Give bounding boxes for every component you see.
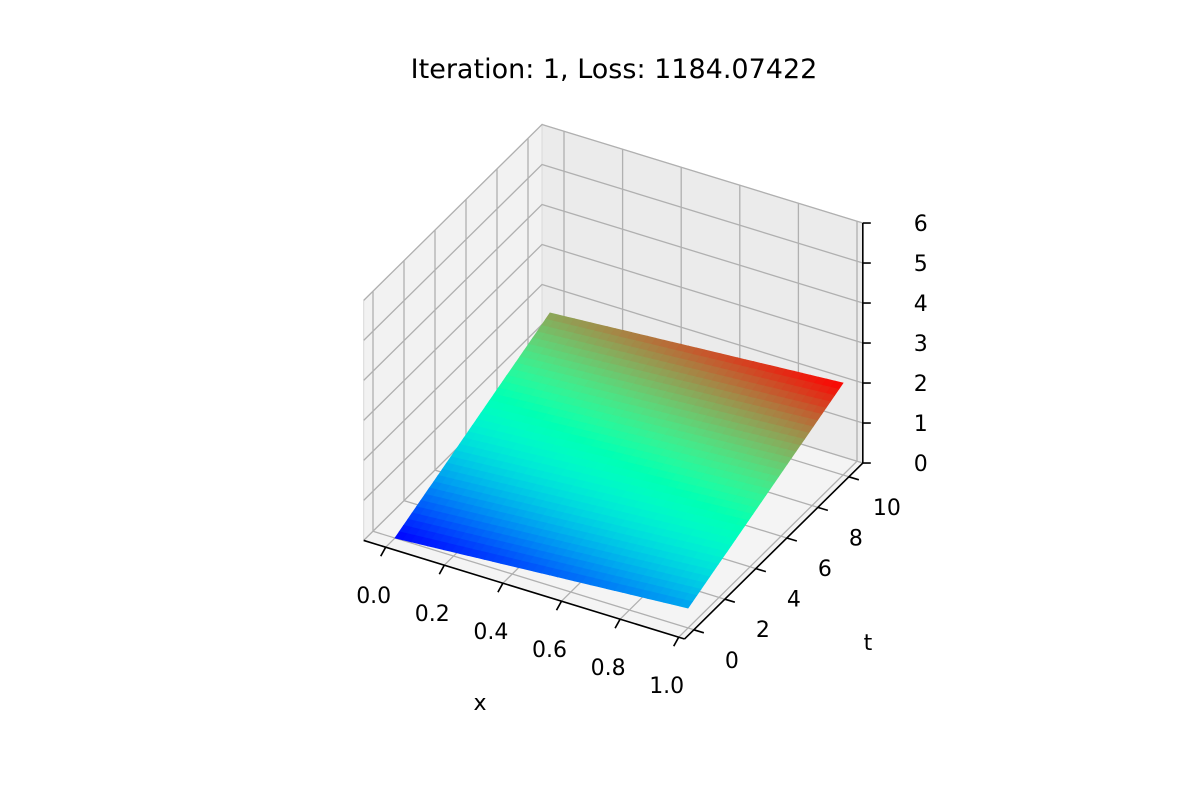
z-tick-label: 0 <box>914 452 928 477</box>
t-tick-mark <box>755 567 767 573</box>
surface <box>394 312 844 609</box>
x-tick-label: 1.0 <box>649 674 684 699</box>
t-tick-mark <box>693 629 705 634</box>
z-tick-label: 1 <box>914 412 928 437</box>
z-tick-label: 2 <box>914 372 928 397</box>
grid-line-z <box>363 243 863 421</box>
x-tick-mark <box>555 600 563 611</box>
x-tick-mark <box>380 546 387 557</box>
x-tick-label: 0.2 <box>415 602 450 627</box>
t-tick-label: 8 <box>849 526 863 551</box>
t-tick-label: 0 <box>725 649 739 674</box>
z-tick-label: 6 <box>914 212 928 237</box>
x-tick-mark <box>673 636 680 647</box>
x-tick-label: 0.4 <box>473 620 508 645</box>
z-tick-label: 3 <box>914 332 928 357</box>
grid-line-z <box>363 203 863 381</box>
t-tick-mark <box>848 476 860 481</box>
t-tick-label: 2 <box>756 618 770 643</box>
x-tick-label: 0.8 <box>591 656 626 681</box>
z-tick-label: 4 <box>914 292 928 317</box>
chart-title: Iteration: 1, Loss: 1184.07422 <box>411 54 818 85</box>
t-tick-mark <box>724 598 736 603</box>
x-tick-label: 0.6 <box>532 638 567 663</box>
t-axis-label: t <box>864 631 873 656</box>
t-tick-label: 6 <box>818 557 832 582</box>
x-tick-label: 0.0 <box>356 584 391 609</box>
surface-patch <box>679 599 693 609</box>
axis-lines <box>363 222 871 647</box>
t-tick-mark <box>817 506 829 512</box>
grid-line-z <box>363 163 863 341</box>
grid-line-z <box>363 283 863 461</box>
x-tick-mark <box>438 564 445 575</box>
grid-line-z <box>363 123 863 301</box>
x-tick-mark <box>497 582 504 593</box>
x-axis-label: x <box>473 691 486 716</box>
t-tick-label: 10 <box>873 496 901 521</box>
z-tick-label: 5 <box>914 252 928 277</box>
t-axis-line <box>683 462 864 640</box>
t-tick-label: 4 <box>787 588 801 613</box>
x-axis-line <box>363 539 685 640</box>
x-tick-mark <box>614 618 621 629</box>
t-tick-mark <box>786 537 798 542</box>
